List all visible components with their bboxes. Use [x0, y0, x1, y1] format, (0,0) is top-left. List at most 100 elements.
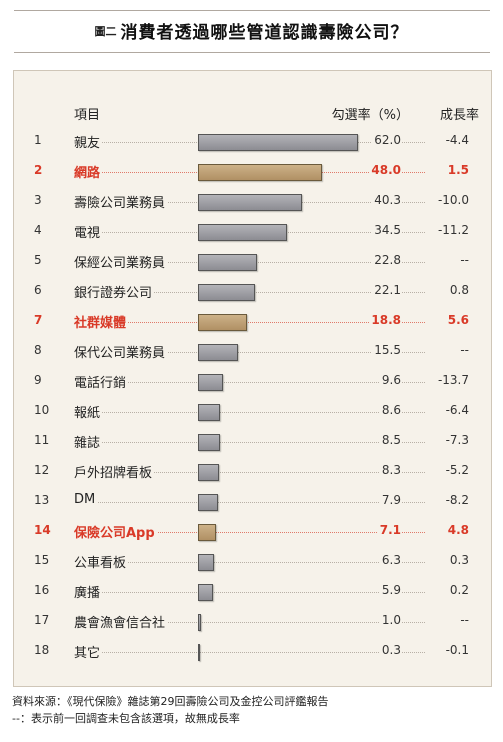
category-label: 銀行證券公司 — [74, 282, 155, 301]
title-main: 消費者透過哪些管道認識壽險公司？ — [120, 23, 409, 43]
category-label: 壽險公司業務員 — [74, 192, 168, 211]
value-label: 7.9 — [379, 493, 401, 507]
source-note: 資料來源：《現代保險》雜誌第29回壽險公司及金控公司評鑑報告 — [12, 695, 329, 708]
dotted-leader — [76, 442, 425, 443]
row-number: 14 — [34, 523, 51, 537]
category-label: 電話行銷 — [74, 372, 129, 391]
row-number: 17 — [34, 613, 50, 627]
category-label: DM — [74, 492, 98, 507]
title-rule-top — [14, 10, 490, 11]
row-number: 6 — [34, 283, 42, 297]
chart-row: 7 社群媒體 18.8 5.6 — [14, 306, 491, 336]
category-label: 社群媒體 — [74, 312, 129, 331]
row-number: 11 — [34, 433, 50, 447]
row-number: 13 — [34, 493, 50, 507]
chart-row: 2 網路 48.0 1.5 — [14, 156, 491, 186]
growth-label: -7.3 — [445, 433, 469, 447]
row-number: 5 — [34, 253, 42, 267]
growth-label: -- — [460, 343, 469, 357]
bar — [198, 584, 214, 601]
chart-row: 6 銀行證券公司 22.1 0.8 — [14, 276, 491, 306]
row-number: 7 — [34, 313, 43, 327]
bar — [198, 134, 358, 151]
value-label: 22.1 — [372, 283, 401, 297]
growth-label: -0.1 — [445, 643, 469, 657]
category-label: 雜誌 — [74, 432, 103, 451]
chart-row: 18 其它 0.3 -0.1 — [14, 636, 491, 666]
chart-row: 5 保經公司業務員 22.8 -- — [14, 246, 491, 276]
row-number: 8 — [34, 343, 42, 357]
category-label: 電視 — [74, 222, 103, 241]
growth-label: -13.7 — [437, 373, 469, 387]
growth-label: 0.3 — [449, 553, 469, 567]
category-label: 保經公司業務員 — [74, 252, 168, 271]
bar — [198, 284, 256, 301]
growth-label: 1.5 — [447, 163, 469, 177]
row-number: 4 — [34, 223, 42, 237]
chart-row: 16 廣播 5.9 0.2 — [14, 576, 491, 606]
category-label: 其它 — [74, 642, 103, 661]
bar — [198, 644, 200, 661]
value-label: 40.3 — [372, 193, 401, 207]
chart-row: 9 電話行銷 9.6 -13.7 — [14, 366, 491, 396]
value-label: 62.0 — [372, 133, 401, 147]
dotted-leader — [76, 472, 425, 473]
value-label: 7.1 — [377, 523, 401, 537]
growth-label: -- — [460, 613, 469, 627]
value-label: 22.8 — [372, 253, 401, 267]
value-label: 9.6 — [379, 373, 401, 387]
dotted-leader — [76, 532, 425, 533]
dotted-leader — [76, 412, 425, 413]
row-number: 16 — [34, 583, 50, 597]
bar — [198, 524, 217, 541]
value-label: 8.6 — [379, 403, 401, 417]
value-label: 6.3 — [379, 553, 401, 567]
bar — [198, 314, 247, 331]
row-number: 10 — [34, 403, 50, 417]
chart-row: 1 親友 62.0 -4.4 — [14, 126, 491, 156]
growth-label: 0.8 — [449, 283, 469, 297]
value-label: 48.0 — [369, 163, 401, 177]
bar — [198, 464, 220, 481]
bar — [198, 434, 220, 451]
growth-label: 4.8 — [447, 523, 469, 537]
row-number: 1 — [34, 133, 42, 147]
chart-row: 12 戶外招牌看板 8.3 -5.2 — [14, 456, 491, 486]
bar — [198, 494, 219, 511]
category-label: 戶外招牌看板 — [74, 462, 155, 481]
row-number: 2 — [34, 163, 43, 177]
chart-row: 10 報紙 8.6 -6.4 — [14, 396, 491, 426]
dash-note: --：表示前一回調查未包含該選項，故無成長率 — [12, 712, 240, 725]
growth-label: -5.2 — [445, 463, 469, 477]
dotted-leader — [76, 622, 425, 623]
bar — [198, 224, 288, 241]
category-label: 網路 — [74, 162, 103, 181]
chart-row: 3 壽險公司業務員 40.3 -10.0 — [14, 186, 491, 216]
value-label: 8.5 — [379, 433, 401, 447]
value-label: 15.5 — [372, 343, 401, 357]
category-label: 公車看板 — [74, 552, 129, 571]
category-label: 農會漁會信合社 — [74, 612, 168, 631]
row-number: 3 — [34, 193, 42, 207]
dotted-leader — [76, 592, 425, 593]
growth-label: -11.2 — [437, 223, 469, 237]
dotted-leader — [76, 352, 425, 353]
notes: 資料來源：《現代保險》雜誌第29回壽險公司及金控公司評鑑報告 --：表示前一回調… — [12, 693, 329, 727]
dotted-leader — [76, 562, 425, 563]
category-label: 保險公司App — [74, 522, 157, 541]
growth-label: -8.2 — [445, 493, 469, 507]
figure-label: 圖二 — [94, 24, 117, 38]
title-rule-bottom — [14, 52, 490, 53]
row-number: 9 — [34, 373, 42, 387]
value-label: 18.8 — [369, 313, 401, 327]
header-select-rate: 勾選率（%） — [331, 108, 409, 123]
chart-row: 15 公車看板 6.3 0.3 — [14, 546, 491, 576]
chart-title: 圖二 消費者透過哪些管道認識壽險公司？ — [0, 18, 503, 43]
header-growth: 成長率 — [439, 108, 479, 123]
bar — [198, 164, 322, 181]
growth-label: 0.2 — [449, 583, 469, 597]
growth-label: -4.4 — [445, 133, 469, 147]
chart-row: 17 農會漁會信合社 1.0 -- — [14, 606, 491, 636]
growth-label: -10.0 — [437, 193, 469, 207]
bar — [198, 404, 221, 421]
